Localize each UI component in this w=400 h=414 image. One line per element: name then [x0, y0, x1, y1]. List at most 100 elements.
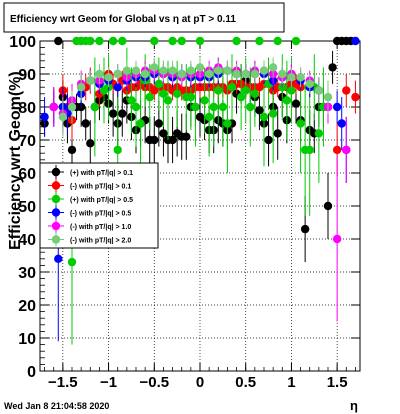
data-point — [86, 76, 95, 85]
timestamp: Wed Jan 8 21:04:58 2020 — [4, 401, 109, 411]
y-tick-label: 70 — [18, 133, 36, 150]
data-point — [182, 132, 191, 141]
x-tick-label: 1 — [287, 374, 295, 391]
data-point — [296, 73, 305, 82]
data-point — [232, 36, 241, 46]
y-tick-label: 10 — [18, 331, 36, 348]
data-point — [209, 102, 218, 112]
data-point — [255, 106, 264, 115]
data-point — [250, 69, 260, 79]
data-point — [223, 119, 232, 128]
data-point — [86, 139, 95, 148]
y-tick-label: 40 — [18, 232, 36, 249]
data-point — [118, 36, 127, 46]
data-point — [268, 63, 278, 72]
data-point — [113, 145, 122, 155]
data-point — [246, 102, 255, 112]
data-point — [81, 119, 90, 128]
data-point — [300, 224, 310, 234]
legend-marker — [51, 221, 61, 231]
x-tick-label: 1.5 — [327, 374, 348, 391]
data-point — [76, 83, 86, 92]
y-tick-label: 0 — [27, 364, 36, 381]
data-point — [204, 112, 214, 122]
data-point — [314, 86, 324, 95]
y-axis-title: Efficiency wrt Geom(%) — [7, 71, 24, 250]
data-point — [236, 92, 246, 102]
data-point — [259, 112, 269, 122]
legend-entry: (-) with pT/|q| > 1.0 — [48, 219, 131, 233]
data-point — [108, 36, 118, 46]
data-point — [136, 119, 145, 128]
data-points — [40, 36, 360, 345]
data-point — [150, 135, 159, 145]
data-point — [159, 89, 168, 99]
legend-entry: (-) with pT/|q| > 2.0 — [48, 232, 131, 247]
data-point — [159, 66, 168, 75]
data-point — [86, 36, 95, 46]
data-point — [287, 73, 296, 82]
data-point — [90, 102, 100, 112]
data-point — [49, 102, 58, 112]
data-point — [332, 145, 342, 155]
data-point — [113, 69, 122, 79]
data-point — [150, 36, 159, 46]
legend-entry: (+) with pT/|q| > 0.1 — [48, 165, 133, 179]
data-point — [131, 102, 141, 112]
data-point — [218, 102, 228, 112]
data-point — [67, 102, 77, 112]
data-point — [332, 234, 342, 244]
data-point — [273, 36, 282, 46]
data-point — [255, 36, 264, 46]
x-tick-label: −1 — [100, 374, 117, 391]
data-point — [58, 112, 68, 122]
data-point — [168, 36, 177, 46]
chart-title: Efficiency wrt Geom for Global vs η at p… — [10, 14, 236, 25]
legend-box — [39, 162, 159, 249]
data-point — [191, 102, 200, 112]
data-point — [287, 86, 296, 95]
data-point — [232, 69, 241, 79]
data-point — [145, 92, 154, 102]
legend-label: (+) with pT/|q| > 0.1 — [70, 170, 133, 177]
legend-label: (-) with pT/|q| > 0.1 — [70, 184, 131, 191]
data-point — [268, 109, 278, 118]
data-point — [296, 119, 305, 128]
data-point — [323, 201, 333, 211]
data-point — [168, 66, 177, 75]
data-point — [195, 63, 205, 72]
data-point — [323, 92, 333, 102]
data-point — [337, 119, 346, 128]
data-point — [177, 36, 186, 46]
data-point — [291, 99, 301, 108]
data-point — [150, 63, 159, 72]
x-tick-label: 0.5 — [235, 374, 256, 391]
legend-marker — [51, 181, 61, 190]
data-point — [177, 69, 186, 79]
y-tick-label: 90 — [18, 67, 36, 84]
legend-label: (-) with pT/|q| > 2.0 — [70, 238, 131, 245]
legend-entry: (+) with pT/|q| > 0.5 — [48, 192, 133, 206]
data-point — [54, 254, 63, 263]
legend-entry: (-) with pT/|q| > 0.5 — [48, 205, 131, 220]
data-point — [278, 69, 287, 79]
data-point — [342, 86, 351, 95]
data-point — [328, 63, 337, 72]
data-point — [122, 66, 132, 75]
data-point — [264, 135, 273, 145]
legend-marker — [51, 167, 61, 177]
data-point — [186, 66, 196, 75]
chart-title-box: Efficiency wrt Geom for Global vs η at p… — [3, 2, 285, 33]
y-tick-label: 100 — [9, 34, 36, 51]
y-tick-label: 80 — [18, 100, 36, 117]
legend-marker — [51, 208, 61, 217]
data-point — [67, 145, 77, 155]
data-point — [131, 66, 141, 75]
data-point — [195, 36, 205, 46]
data-point — [186, 92, 196, 102]
data-point — [204, 69, 214, 79]
x-tick-label: −0.5 — [139, 374, 169, 391]
data-point — [118, 109, 127, 118]
data-point — [351, 36, 360, 46]
